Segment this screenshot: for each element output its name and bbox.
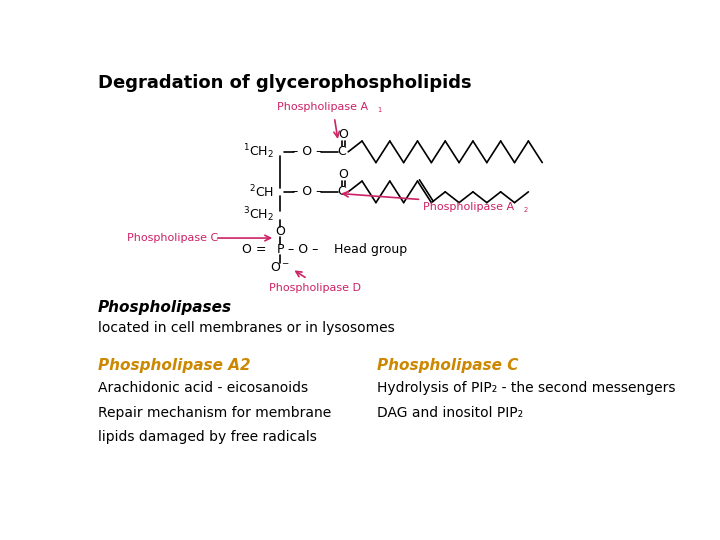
Text: $^1$CH$_2$: $^1$CH$_2$ (243, 143, 274, 161)
Text: Hydrolysis of PIP₂ - the second messengers: Hydrolysis of PIP₂ - the second messenge… (377, 381, 675, 395)
Text: C: C (338, 185, 346, 198)
Text: DAG and inositol PIP₂: DAG and inositol PIP₂ (377, 406, 523, 420)
Text: P: P (276, 243, 284, 256)
Text: Phospholipase C: Phospholipase C (377, 357, 518, 373)
Text: located in cell membranes or in lysosomes: located in cell membranes or in lysosome… (98, 321, 395, 335)
Text: O: O (276, 225, 285, 238)
Text: – O –: – O – (289, 243, 319, 256)
Text: Head group: Head group (334, 243, 408, 256)
Text: $^2$CH: $^2$CH (249, 184, 274, 200)
Text: – O –: – O – (292, 185, 323, 198)
Text: O: O (338, 129, 348, 141)
Text: Phospholipase D: Phospholipase D (269, 283, 361, 293)
Text: $^3$CH$_2$: $^3$CH$_2$ (243, 206, 274, 224)
Text: Arachidonic acid - eicosanoids: Arachidonic acid - eicosanoids (98, 381, 308, 395)
Text: C: C (338, 145, 346, 158)
Text: O =: O = (242, 243, 266, 256)
Text: – O –: – O – (292, 145, 323, 158)
Text: Phospholipase A: Phospholipase A (277, 102, 369, 112)
Text: $_1$: $_1$ (377, 105, 382, 115)
Text: Phospholipases: Phospholipases (98, 300, 232, 315)
Text: $_2$: $_2$ (523, 205, 528, 215)
Text: Phospholipase C: Phospholipase C (127, 233, 218, 243)
Text: O: O (338, 168, 348, 181)
Text: Phospholipase A2: Phospholipase A2 (98, 357, 251, 373)
Text: Phospholipase A: Phospholipase A (423, 202, 514, 212)
Text: O$^-$: O$^-$ (271, 261, 290, 274)
Text: Degradation of glycerophospholipids: Degradation of glycerophospholipids (98, 74, 472, 92)
Text: Repair mechanism for membrane: Repair mechanism for membrane (98, 406, 331, 420)
Text: lipids damaged by free radicals: lipids damaged by free radicals (98, 430, 317, 444)
